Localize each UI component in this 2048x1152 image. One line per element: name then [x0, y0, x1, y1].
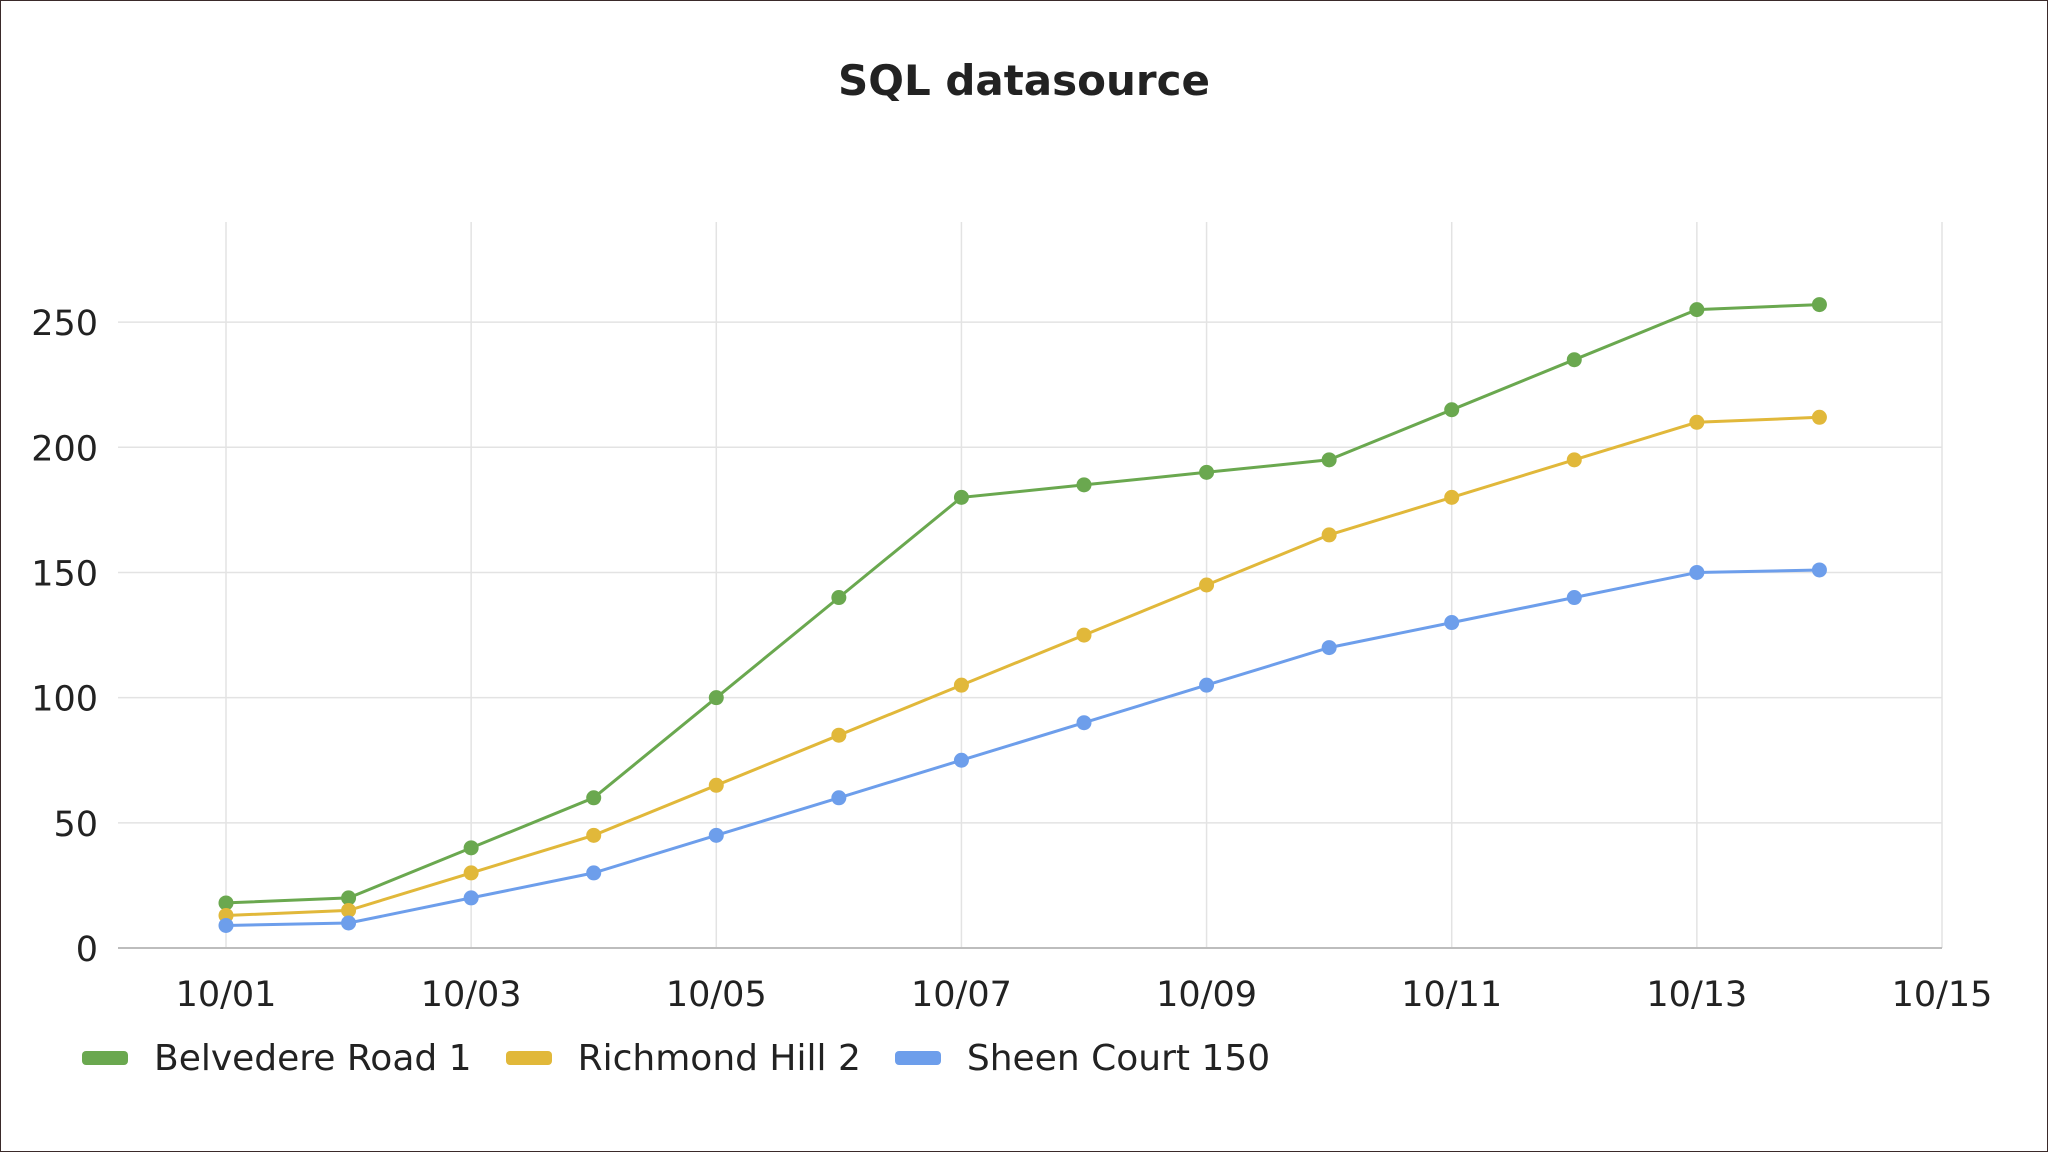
legend-label: Belvedere Road 1: [154, 1037, 472, 1079]
data-point: [953, 489, 969, 505]
x-tick-label: 10/15: [1892, 975, 1993, 1015]
data-point: [586, 790, 602, 806]
data-point: [708, 777, 724, 793]
legend-item: Belvedere Road 1: [82, 1038, 472, 1079]
series-lines: [225, 303, 1820, 927]
data-point: [1689, 564, 1705, 580]
y-tick-label: 250: [31, 304, 98, 344]
series-line: [225, 303, 1820, 905]
data-point: [341, 890, 357, 906]
horizontal-gridlines: [118, 321, 1942, 824]
x-tick-label: 10/05: [666, 975, 767, 1015]
data-point: [1444, 489, 1460, 505]
data-point: [953, 677, 969, 693]
x-tick-label: 10/11: [1401, 975, 1502, 1015]
y-tick-label: 50: [53, 805, 98, 845]
y-tick-label: 0: [76, 930, 98, 970]
x-tick-label: 10/09: [1156, 975, 1257, 1015]
data-point: [218, 895, 234, 911]
data-point: [1076, 477, 1092, 493]
data-point: [831, 590, 847, 606]
data-point: [1689, 414, 1705, 430]
x-tick-label: 10/07: [911, 975, 1012, 1015]
data-point: [708, 827, 724, 843]
data-point: [1444, 615, 1460, 631]
legend-swatch: [505, 1051, 552, 1065]
data-point: [1811, 562, 1827, 578]
data-point: [1321, 527, 1337, 543]
legend: Belvedere Road 1 Richmond Hill 2 Sheen Cou…: [82, 1030, 1304, 1086]
data-point: [463, 865, 479, 881]
legend-swatch: [894, 1051, 941, 1065]
data-point: [1199, 464, 1215, 480]
x-tick-label: 10/01: [176, 975, 277, 1015]
data-point: [953, 752, 969, 768]
legend-item: Sheen Court 150: [894, 1037, 1271, 1079]
data-point: [586, 865, 602, 881]
legend-label: Richmond Hill 2: [577, 1037, 861, 1079]
data-point: [1321, 640, 1337, 656]
data-point: [831, 790, 847, 806]
x-tick-label: 10/13: [1646, 975, 1747, 1015]
data-point: [341, 902, 357, 918]
data-point: [1566, 452, 1582, 468]
data-point: [1076, 627, 1092, 643]
chart-title: SQL datasource: [837, 56, 1210, 105]
data-point: [1566, 352, 1582, 368]
data-point: [218, 917, 234, 933]
y-tick-label: 150: [31, 554, 98, 594]
data-point: [1076, 715, 1092, 731]
data-point: [341, 915, 357, 931]
y-tick-labels: 0 50 100 150 200 250: [31, 304, 98, 970]
series-line: [225, 568, 1820, 927]
data-point: [1199, 677, 1215, 693]
data-point: [1811, 409, 1827, 425]
vertical-gridlines: [225, 222, 1943, 948]
data-point: [463, 890, 479, 906]
data-point: [1199, 577, 1215, 593]
data-point: [1444, 402, 1460, 418]
data-point: [586, 827, 602, 843]
data-point: [1811, 297, 1827, 313]
legend-swatch: [82, 1051, 128, 1065]
data-point: [1321, 452, 1337, 468]
x-tick-labels: 10/01 10/03 10/05 10/07 10/09 10/11 10/13 10/15: [176, 975, 1993, 1015]
data-point: [831, 727, 847, 743]
data-point: [1566, 590, 1582, 606]
y-tick-label: 100: [31, 680, 98, 720]
y-tick-label: 200: [31, 429, 98, 469]
legend-item: Richmond Hill 2: [505, 1037, 861, 1079]
legend-label: Sheen Court 150: [966, 1037, 1271, 1079]
data-point: [463, 840, 479, 856]
data-point: [1689, 302, 1705, 318]
series-points: [218, 297, 1827, 933]
x-tick-label: 10/03: [421, 975, 522, 1015]
data-point: [708, 690, 724, 706]
series-line: [225, 415, 1820, 917]
